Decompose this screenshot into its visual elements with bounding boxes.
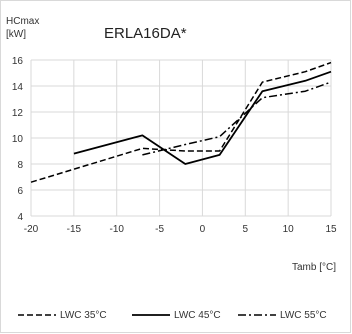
x-tick-labels: -20 -15 -10 -5 0 5 10 15 bbox=[24, 224, 337, 235]
x-tick-label-7: 15 bbox=[325, 224, 337, 235]
legend-label-2: LWC 55°C bbox=[280, 310, 327, 321]
x-tick-label-4: 0 bbox=[200, 224, 206, 235]
y-tick-label-5: 14 bbox=[12, 82, 24, 93]
legend: LWC 35°C LWC 45°C LWC 55°C bbox=[18, 310, 327, 321]
series-line-1 bbox=[73, 70, 332, 165]
y-tick-labels: 4 6 8 10 12 14 16 bbox=[12, 56, 24, 223]
y-tick-label-3: 10 bbox=[12, 134, 24, 145]
y-axis-label-line2: [kW] bbox=[6, 29, 26, 40]
y-tick-label-2: 8 bbox=[17, 160, 23, 171]
x-axis-label: Tamb [°C] bbox=[292, 262, 336, 273]
y-axis-label-line1: HCmax bbox=[6, 16, 39, 27]
x-tick-label-3: -5 bbox=[155, 224, 164, 235]
series-line-0 bbox=[30, 61, 332, 183]
grid-lines bbox=[30, 59, 332, 217]
x-tick-label-0: -20 bbox=[24, 224, 39, 235]
y-tick-label-0: 4 bbox=[17, 212, 23, 223]
y-tick-label-6: 16 bbox=[12, 56, 24, 67]
series-lines bbox=[30, 61, 332, 183]
legend-label-0: LWC 35°C bbox=[60, 310, 107, 321]
x-tick-label-6: 10 bbox=[283, 224, 295, 235]
x-tick-label-5: 5 bbox=[243, 224, 249, 235]
x-tick-label-1: -15 bbox=[67, 224, 82, 235]
series-line-2 bbox=[142, 81, 332, 156]
legend-label-1: LWC 45°C bbox=[174, 310, 221, 321]
y-tick-label-1: 6 bbox=[17, 186, 23, 197]
x-tick-label-2: -10 bbox=[109, 224, 124, 235]
y-tick-label-4: 12 bbox=[12, 108, 24, 119]
chart-title: ERLA16DA* bbox=[104, 25, 187, 42]
